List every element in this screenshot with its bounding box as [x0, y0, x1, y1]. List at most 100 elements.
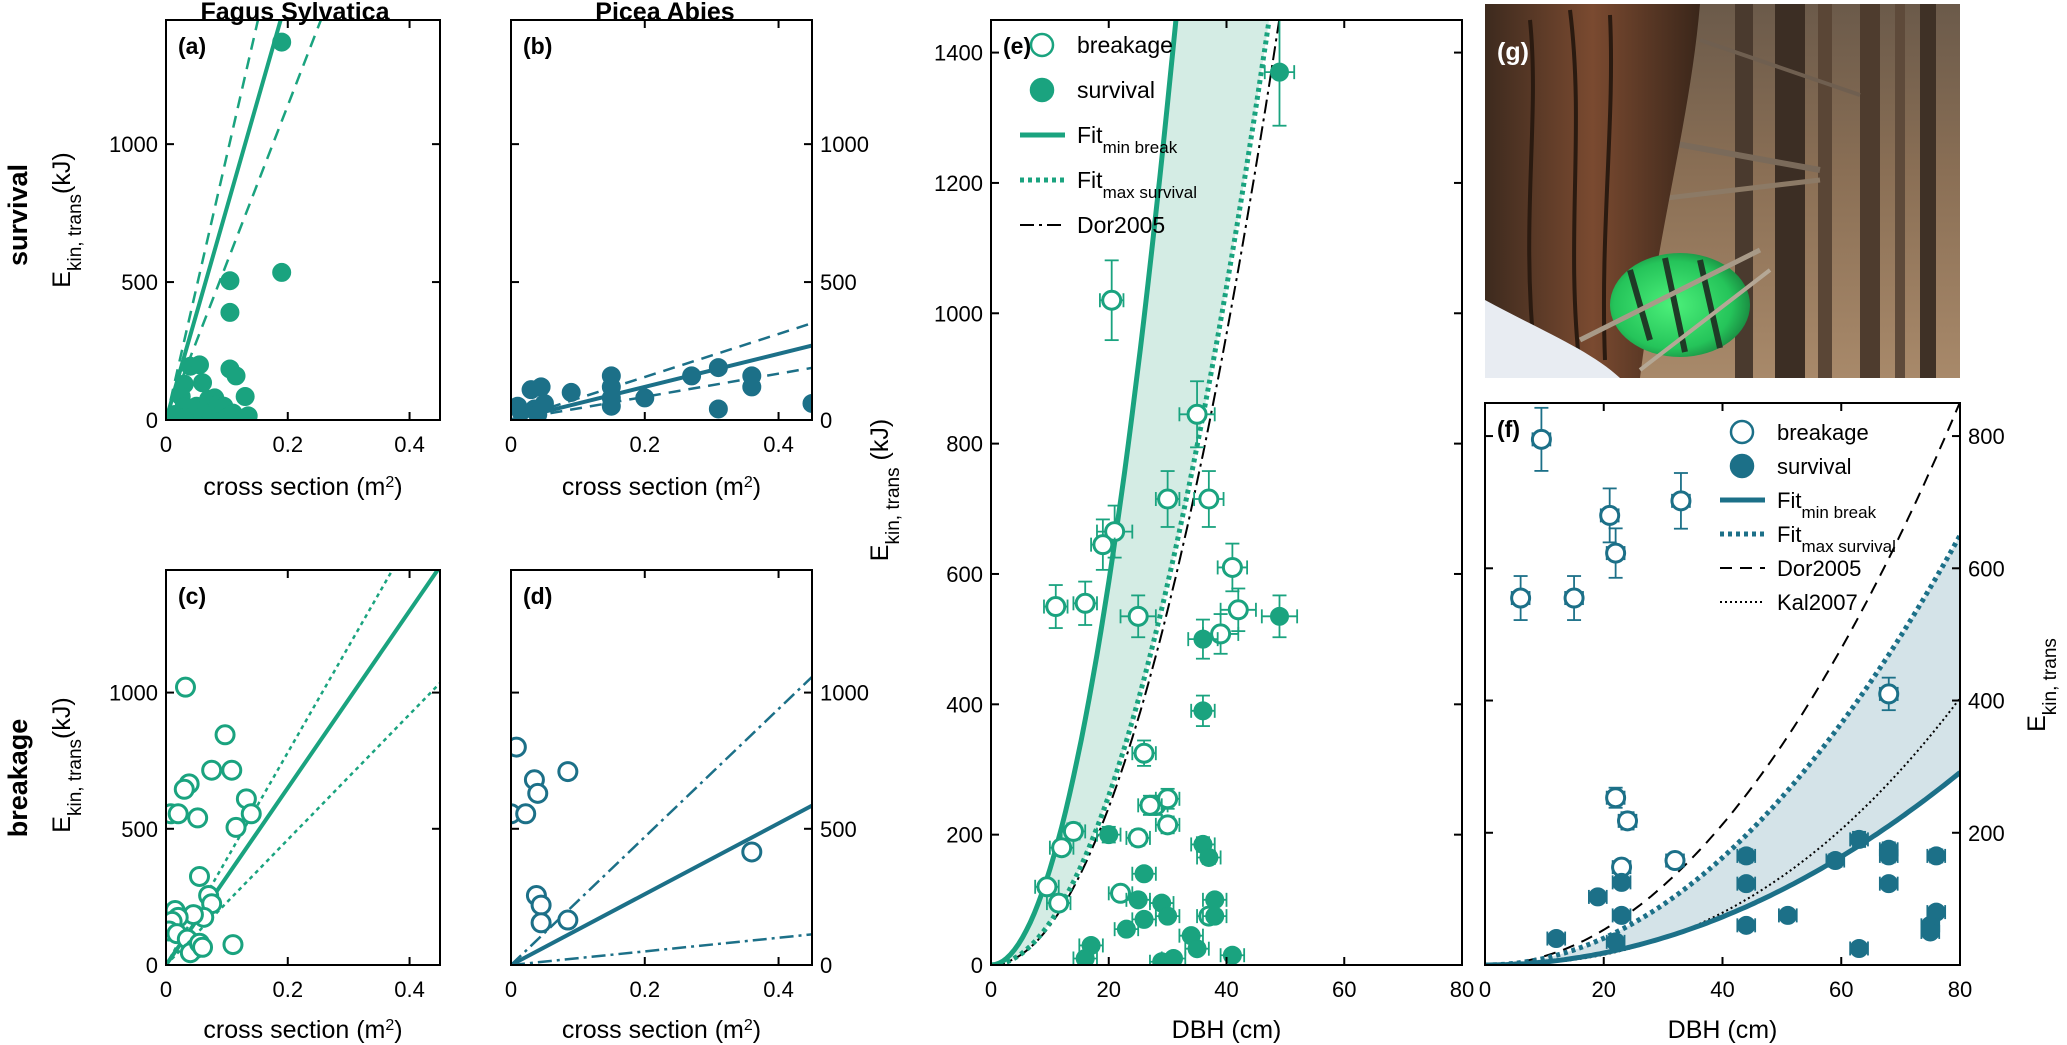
marker: [1205, 890, 1225, 910]
marker: [1599, 504, 1621, 526]
data-point: [240, 803, 262, 825]
marker: [1187, 939, 1207, 959]
data-point-survival: [1920, 922, 1941, 942]
legend-item: survival: [1729, 453, 1852, 479]
marker: [272, 32, 292, 52]
data-point: [511, 736, 527, 758]
data-point-breakage: [1131, 739, 1157, 767]
data-point: [272, 32, 292, 52]
y-tick-label: 0: [146, 408, 158, 433]
data-point: [221, 759, 243, 781]
marker: [1075, 948, 1095, 965]
marker: [708, 399, 728, 419]
plot-area-a: [166, 20, 323, 420]
marker: [1116, 919, 1136, 939]
fit-line-dashed: [166, 20, 260, 420]
data-point: [214, 724, 236, 746]
data-point-survival: [1131, 909, 1157, 929]
data-point: [235, 387, 255, 407]
data-point-breakage: [1043, 584, 1069, 629]
marker: [601, 396, 621, 416]
legend-item: Fitmax survival: [1020, 167, 1197, 202]
marker: [1612, 872, 1632, 892]
data-point-breakage: [1137, 794, 1163, 816]
marker: [1139, 794, 1161, 816]
x-tick-label: 0: [985, 977, 997, 1002]
data-point: [682, 366, 702, 386]
marker: [530, 894, 552, 916]
marker: [1036, 876, 1058, 898]
y-tick-label: 1000: [820, 681, 869, 706]
marker: [220, 271, 240, 291]
x-tick-label: 0: [1479, 977, 1491, 1002]
marker: [1530, 428, 1552, 450]
marker: [1127, 605, 1149, 627]
marker: [1546, 929, 1566, 949]
data-point: [222, 934, 244, 956]
legend-label: Dor2005: [1777, 556, 1861, 581]
legend-label: Fitmax survival: [1777, 522, 1896, 556]
marker: [189, 355, 209, 375]
marker: [557, 761, 579, 783]
data-point: [530, 912, 552, 934]
marker: [1157, 488, 1179, 510]
panel-label: (d): [523, 583, 552, 609]
marker: [1920, 922, 1940, 942]
marker: [511, 736, 527, 758]
data-point-survival: [1263, 20, 1296, 127]
data-point-survival: [1190, 694, 1216, 727]
marker: [193, 373, 213, 393]
data-point-breakage: [1605, 527, 1627, 579]
y-tick-label: 400: [946, 692, 983, 717]
marker: [214, 724, 236, 746]
data-point: [188, 865, 210, 887]
y-axis-label: Ekin, trans (kJ): [866, 419, 904, 561]
marker: [1878, 683, 1900, 705]
panel-f: 0 20 40 60 80 200 400 600 800 DBH (cm) Ekin, trans…: [1479, 402, 2061, 1044]
marker: [192, 936, 214, 958]
marker: [1612, 905, 1632, 925]
axes-frame: [165, 19, 441, 421]
data-point: [527, 782, 549, 804]
legend-label: breakage: [1777, 420, 1869, 445]
marker: [174, 676, 196, 698]
fit-line-dashdot: [511, 933, 812, 965]
fit-line-dashed: [511, 366, 812, 420]
x-axis-label: cross section (m2): [203, 1016, 402, 1044]
marker: [1193, 629, 1213, 649]
x-tick-label: 0: [160, 432, 172, 457]
data-point: [223, 403, 243, 420]
x-tick-label: 0: [505, 977, 517, 1002]
data-point-survival: [1202, 906, 1228, 926]
curve-dor2005: [1485, 403, 1960, 965]
x-tick-label: 0.4: [763, 432, 794, 457]
legend-marker: [1729, 453, 1755, 479]
data-point-breakage: [1060, 820, 1087, 842]
marker: [1164, 948, 1184, 965]
data-point: [708, 399, 728, 419]
data-point: [742, 377, 762, 397]
x-tick-label: 0: [505, 432, 517, 457]
marker: [222, 934, 244, 956]
photo-branch: [1578, 247, 1762, 343]
legend-label: Fitmin break: [1077, 122, 1178, 157]
data-point-breakage: [1099, 259, 1125, 342]
data-point-survival: [1196, 847, 1222, 867]
panel-label: (a): [178, 33, 206, 59]
legend-marker: [1729, 419, 1755, 445]
data-point-survival: [1611, 905, 1632, 925]
x-tick-label: 20: [1592, 977, 1616, 1002]
data-point-breakage: [1048, 837, 1075, 859]
data-point: [272, 262, 292, 282]
y-tick-label: 400: [1968, 689, 2005, 714]
legend-item: breakage: [1729, 419, 1869, 445]
marker: [1134, 909, 1154, 929]
plot-area-b: [511, 321, 812, 420]
y-tick-label: 200: [1968, 821, 2005, 846]
legend-item: Dor2005: [1020, 212, 1165, 238]
data-point-breakage: [1072, 580, 1098, 626]
legend-label: Fitmin break: [1777, 488, 1877, 522]
fit-band: [991, 20, 1270, 965]
data-point-survival: [1778, 905, 1798, 925]
curve-fit-min-break: [991, 20, 1179, 965]
